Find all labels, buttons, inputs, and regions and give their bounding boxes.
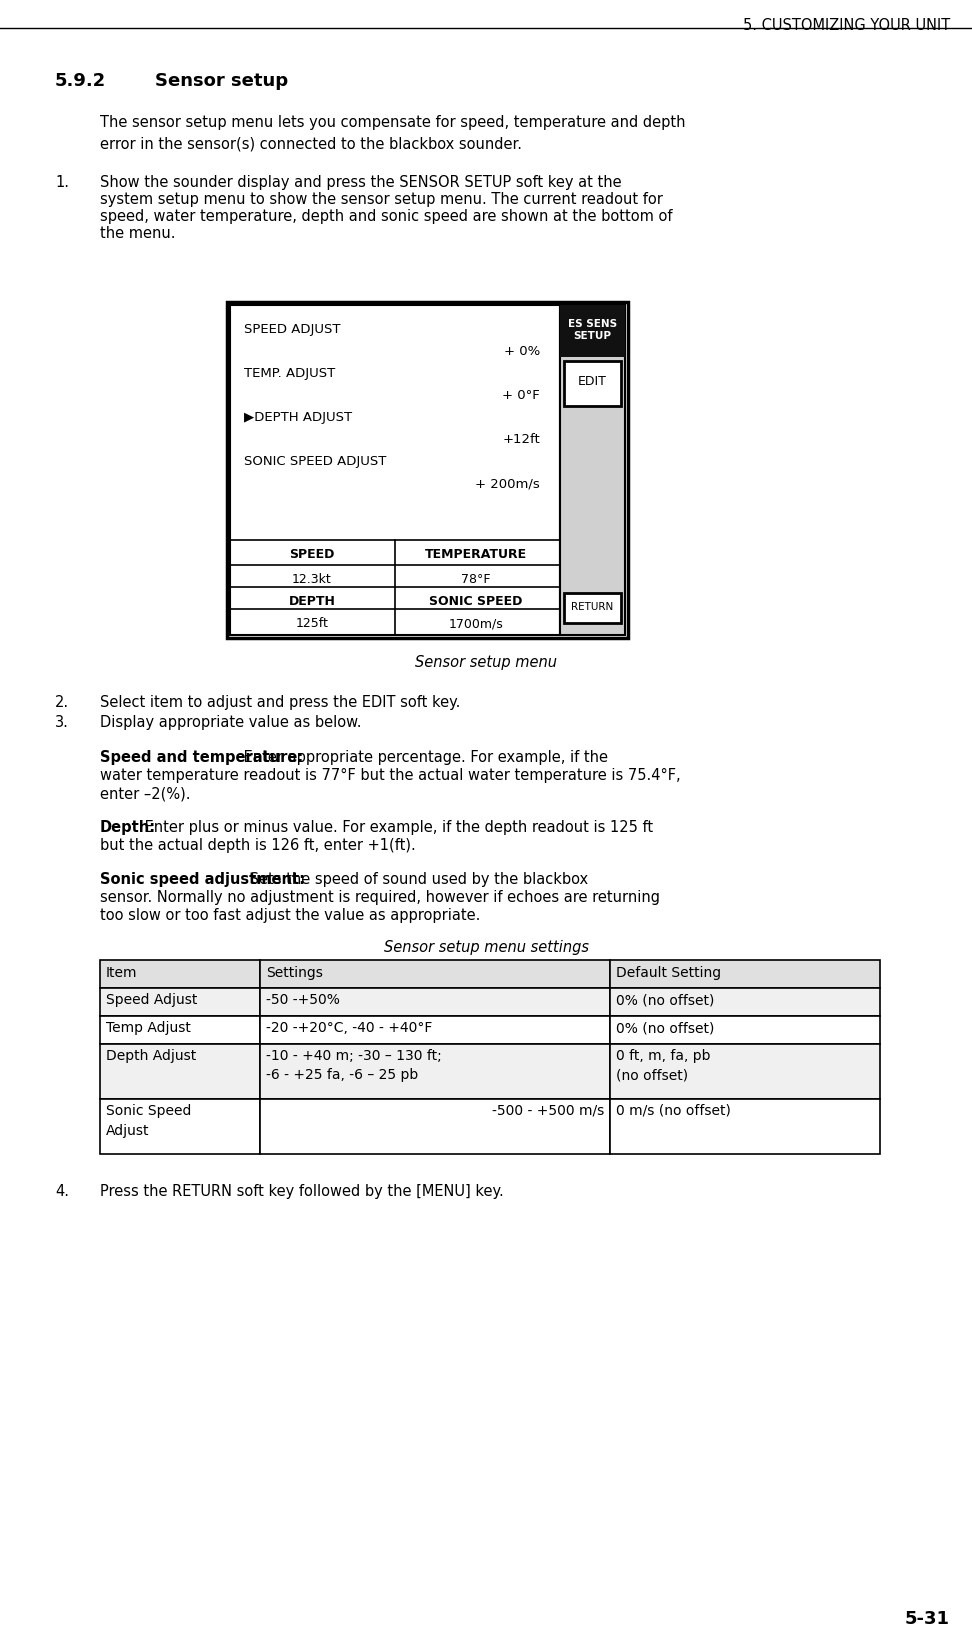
Bar — [260, 1016, 610, 1044]
Text: -10 - +40 m; -30 – 130 ft;
-6 - +25 fa, -6 – 25 pb: -10 - +40 m; -30 – 130 ft; -6 - +25 fa, … — [266, 1049, 441, 1082]
Text: + 200m/s: + 200m/s — [475, 477, 540, 490]
Text: EDIT: EDIT — [578, 374, 607, 387]
Text: Display appropriate value as below.: Display appropriate value as below. — [100, 716, 362, 730]
Text: 78°F: 78°F — [462, 574, 491, 587]
Text: Press the RETURN soft key followed by the [MENU] key.: Press the RETURN soft key followed by th… — [100, 1185, 503, 1199]
Text: The sensor setup menu lets you compensate for speed, temperature and depth
error: The sensor setup menu lets you compensat… — [100, 114, 685, 150]
Text: Sonic speed adjustment:: Sonic speed adjustment: — [100, 873, 305, 887]
Text: 5-31: 5-31 — [905, 1609, 950, 1627]
Bar — [100, 1016, 260, 1044]
Text: Sensor setup menu: Sensor setup menu — [415, 655, 557, 670]
Bar — [610, 989, 880, 1016]
Text: 4.: 4. — [55, 1185, 69, 1199]
Text: ES SENS
SETUP: ES SENS SETUP — [568, 319, 617, 342]
Bar — [560, 306, 625, 636]
Bar — [560, 306, 625, 636]
Text: TEMP. ADJUST: TEMP. ADJUST — [244, 368, 335, 381]
Text: Show the sounder display and press the SENSOR SETUP soft key at the: Show the sounder display and press the S… — [100, 175, 622, 190]
Text: +12ft: +12ft — [503, 433, 540, 446]
Bar — [560, 306, 625, 356]
Text: Settings: Settings — [266, 966, 323, 980]
Text: Enter plus or minus value. For example, if the depth readout is 125 ft: Enter plus or minus value. For example, … — [140, 820, 653, 835]
Text: Speed and temperature:: Speed and temperature: — [100, 750, 303, 765]
Text: 3.: 3. — [55, 716, 69, 730]
Text: SPEED ADJUST: SPEED ADJUST — [244, 324, 340, 337]
Text: TEMPERATURE: TEMPERATURE — [425, 547, 527, 560]
Text: Depth:: Depth: — [100, 820, 156, 835]
Text: SONIC SPEED ADJUST: SONIC SPEED ADJUST — [244, 454, 387, 467]
Text: 0 ft, m, fa, pb
(no offset): 0 ft, m, fa, pb (no offset) — [616, 1049, 711, 1082]
Text: too slow or too fast adjust the value as appropriate.: too slow or too fast adjust the value as… — [100, 909, 480, 923]
Text: Depth Adjust: Depth Adjust — [106, 1049, 196, 1064]
Text: SONIC SPEED: SONIC SPEED — [430, 595, 523, 608]
Text: 1700m/s: 1700m/s — [449, 618, 503, 631]
Text: Speed Adjust: Speed Adjust — [106, 993, 197, 1007]
Bar — [610, 1044, 880, 1100]
Text: ▶DEPTH ADJUST: ▶DEPTH ADJUST — [244, 412, 352, 423]
Text: 2.: 2. — [55, 694, 69, 711]
Bar — [260, 961, 610, 989]
Bar — [227, 302, 628, 637]
Text: Default Setting: Default Setting — [616, 966, 721, 980]
Text: 12.3kt: 12.3kt — [293, 574, 331, 587]
Text: Sensor setup: Sensor setup — [155, 72, 288, 90]
Text: 0 m/s (no offset): 0 m/s (no offset) — [616, 1105, 731, 1118]
Text: but the actual depth is 126 ft, enter +1(ft).: but the actual depth is 126 ft, enter +1… — [100, 838, 416, 853]
Text: 5. CUSTOMIZING YOUR UNIT: 5. CUSTOMIZING YOUR UNIT — [743, 18, 950, 33]
Text: the menu.: the menu. — [100, 225, 176, 240]
Text: Item: Item — [106, 966, 137, 980]
Text: Select item to adjust and press the EDIT soft key.: Select item to adjust and press the EDIT… — [100, 694, 461, 711]
Bar — [100, 961, 260, 989]
Text: 5.9.2: 5.9.2 — [55, 72, 106, 90]
Text: Enter appropriate percentage. For example, if the: Enter appropriate percentage. For exampl… — [238, 750, 608, 765]
Bar — [260, 1044, 610, 1100]
Bar — [100, 1044, 260, 1100]
Text: Sensor setup menu settings: Sensor setup menu settings — [384, 940, 588, 954]
Bar — [100, 1100, 260, 1154]
Text: DEPTH: DEPTH — [289, 595, 335, 608]
Text: -50 -+50%: -50 -+50% — [266, 993, 340, 1007]
Text: enter –2(%).: enter –2(%). — [100, 786, 191, 801]
Text: 0% (no offset): 0% (no offset) — [616, 1021, 714, 1034]
Bar — [230, 306, 560, 636]
Bar — [610, 961, 880, 989]
Bar — [610, 1016, 880, 1044]
Text: -500 - +500 m/s: -500 - +500 m/s — [492, 1105, 604, 1118]
Text: + 0%: + 0% — [503, 345, 540, 358]
Bar — [260, 1100, 610, 1154]
Text: sensor. Normally no adjustment is required, however if echoes are returning: sensor. Normally no adjustment is requir… — [100, 891, 660, 905]
Text: water temperature readout is 77°F but the actual water temperature is 75.4°F,: water temperature readout is 77°F but th… — [100, 768, 680, 783]
Bar — [610, 1100, 880, 1154]
Text: Sets the speed of sound used by the blackbox: Sets the speed of sound used by the blac… — [245, 873, 588, 887]
Text: 125ft: 125ft — [295, 618, 329, 631]
Bar — [564, 361, 621, 405]
Text: RETURN: RETURN — [572, 601, 613, 613]
Text: 1.: 1. — [55, 175, 69, 190]
Text: -20 -+20°C, -40 - +40°F: -20 -+20°C, -40 - +40°F — [266, 1021, 433, 1034]
Text: speed, water temperature, depth and sonic speed are shown at the bottom of: speed, water temperature, depth and soni… — [100, 209, 673, 224]
Text: Sonic Speed
Adjust: Sonic Speed Adjust — [106, 1105, 191, 1137]
Text: + 0°F: + 0°F — [503, 389, 540, 402]
Bar — [100, 989, 260, 1016]
Bar — [564, 593, 621, 623]
Bar — [260, 989, 610, 1016]
Text: system setup menu to show the sensor setup menu. The current readout for: system setup menu to show the sensor set… — [100, 193, 663, 208]
Text: SPEED: SPEED — [290, 547, 334, 560]
Text: Temp Adjust: Temp Adjust — [106, 1021, 191, 1034]
Text: 0% (no offset): 0% (no offset) — [616, 993, 714, 1007]
